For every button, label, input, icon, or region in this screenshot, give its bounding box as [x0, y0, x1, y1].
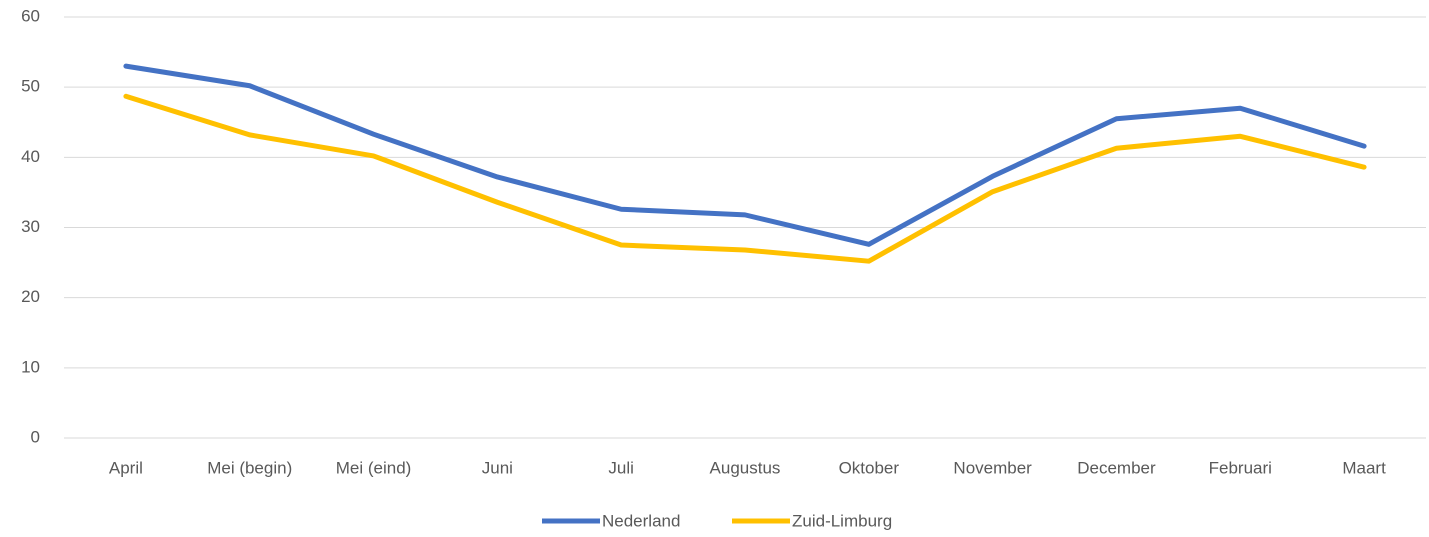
x-tick-label: Juli [608, 458, 634, 477]
x-tick-label: Februari [1209, 458, 1272, 477]
y-tick-label: 50 [21, 77, 40, 96]
y-tick-label: 0 [31, 427, 40, 446]
legend-label: Nederland [602, 511, 680, 530]
y-tick-label: 40 [21, 147, 40, 166]
x-tick-label: December [1077, 458, 1156, 477]
x-tick-label: Mei (eind) [336, 458, 412, 477]
series-line [123, 93, 1367, 264]
x-tick-label: Oktober [839, 458, 900, 477]
y-tick-label: 30 [21, 217, 40, 236]
x-tick-label: Augustus [710, 458, 781, 477]
x-tick-label: April [109, 458, 143, 477]
x-tick-label: November [953, 458, 1032, 477]
series-line [123, 63, 1367, 247]
x-tick-label: Maart [1342, 458, 1386, 477]
legend-label: Zuid-Limburg [792, 511, 892, 530]
y-tick-label: 20 [21, 287, 40, 306]
x-tick-label: Mei (begin) [207, 458, 292, 477]
y-tick-label: 60 [21, 6, 40, 25]
x-tick-label: Juni [482, 458, 513, 477]
y-tick-label: 10 [21, 357, 40, 376]
